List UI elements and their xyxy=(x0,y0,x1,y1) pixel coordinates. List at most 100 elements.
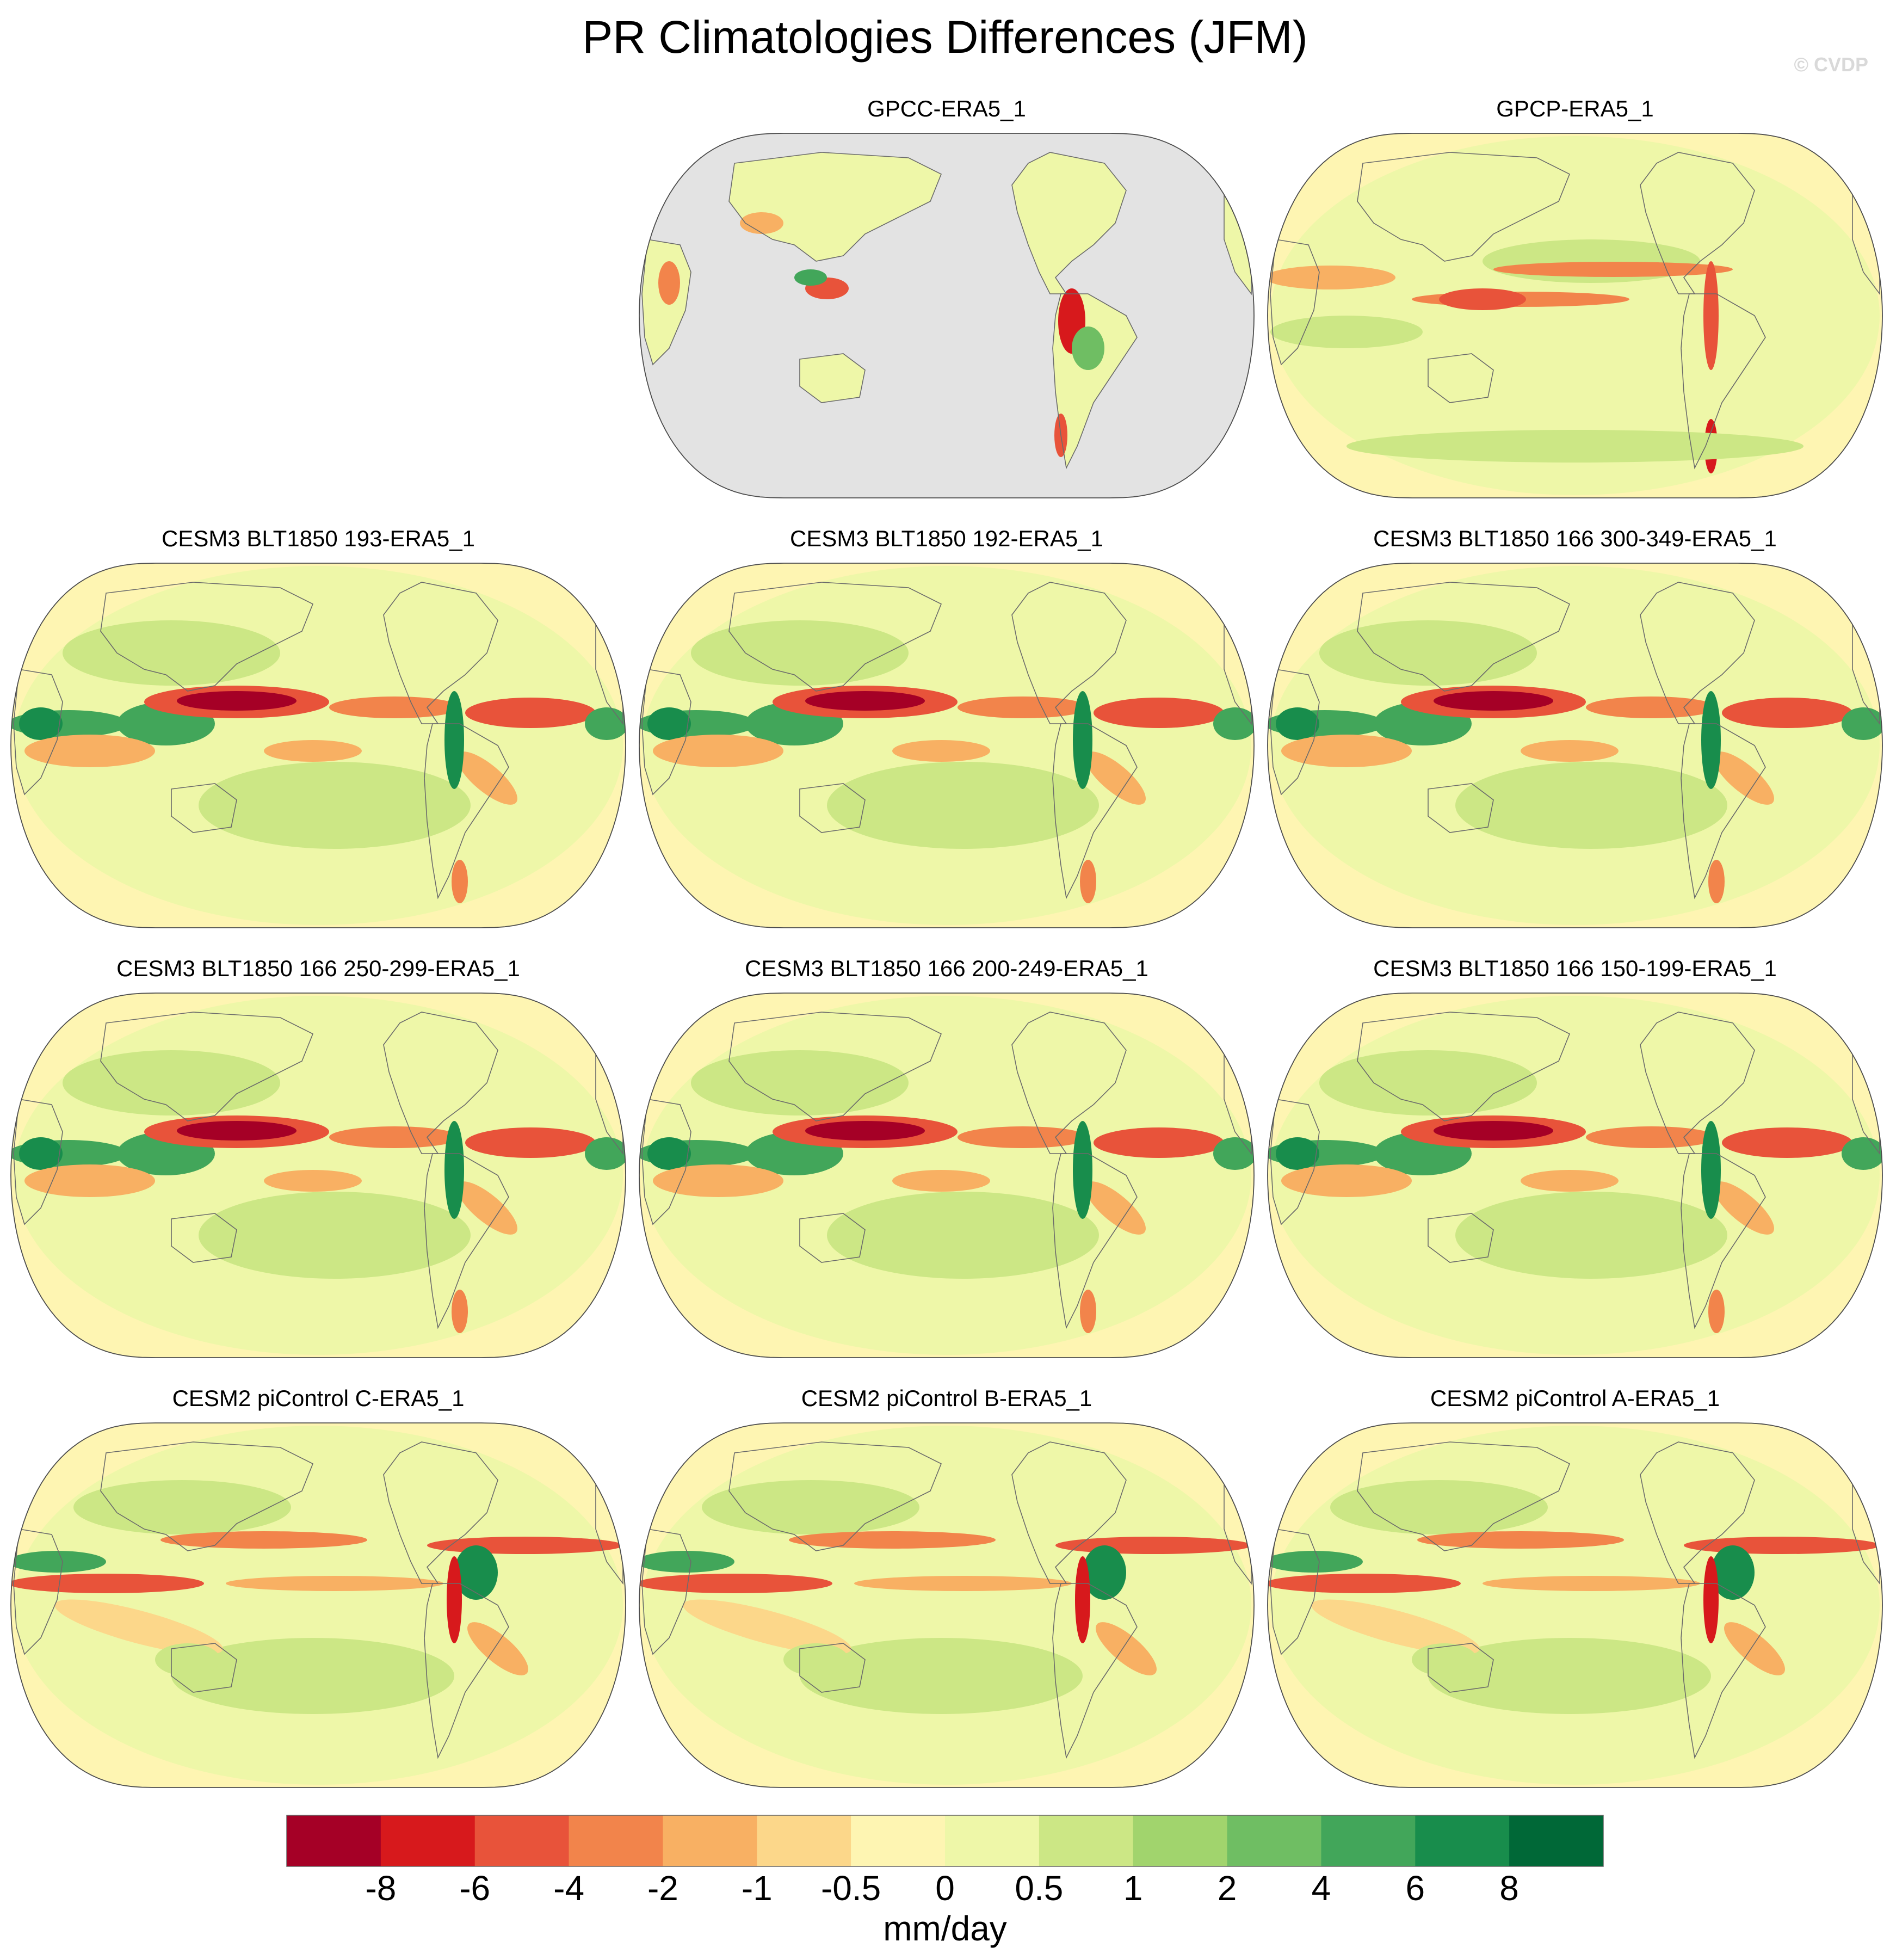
wp-itcz-strong-neg xyxy=(805,691,925,711)
cvdp-credit: © CVDP xyxy=(1794,53,1868,76)
atl-east-pos xyxy=(1842,707,1882,740)
land-field-asia xyxy=(729,152,941,261)
precip-field xyxy=(639,566,1254,925)
coastline-africa xyxy=(641,1099,691,1225)
panel-title: CESM3 BLT1850 166 200-249-ERA5_1 xyxy=(745,956,1148,981)
coastline-americas-south xyxy=(424,723,509,899)
coastline-africa xyxy=(13,669,63,796)
map-panel: GPCP-ERA5_1 xyxy=(1265,93,1885,501)
wp-itcz-strong-neg xyxy=(805,1121,925,1141)
io-neg xyxy=(1268,266,1395,289)
robinson-map xyxy=(10,993,626,1358)
sio-neg xyxy=(24,1164,155,1197)
coastline-asia xyxy=(100,1012,314,1121)
ep-itcz-neg xyxy=(329,1126,460,1148)
atl-itcz-neg xyxy=(1094,1127,1224,1158)
panel-title: CESM3 BLT1850 166 250-299-ERA5_1 xyxy=(116,956,520,981)
coastline-americas-south xyxy=(1052,293,1138,470)
coastline-africa xyxy=(1270,239,1320,366)
spac-neg xyxy=(1521,1170,1619,1192)
atl-itcz-neg xyxy=(465,698,596,728)
panel-title: GPCP-ERA5_1 xyxy=(1496,96,1654,121)
coastline-americas-north xyxy=(1011,1012,1127,1154)
colorbar-bin xyxy=(1415,1815,1510,1866)
atl-east-pos xyxy=(1213,1137,1254,1170)
robinson-map xyxy=(1267,1422,1883,1788)
andes-pos xyxy=(1073,691,1092,789)
australia-pos xyxy=(783,1643,849,1676)
map-panel: CESM3 BLT1850 193-ERA5_1 xyxy=(8,522,628,930)
satl-neg xyxy=(1724,1622,1785,1675)
io-pos xyxy=(11,1551,106,1573)
map-panel: CESM3 BLT1850 166 250-299-ERA5_1 xyxy=(8,952,628,1360)
robinson-map xyxy=(1267,133,1883,498)
map-panel: CESM3 BLT1850 166 150-199-ERA5_1 xyxy=(1265,952,1885,1360)
spcz-neg xyxy=(1483,1576,1700,1591)
chile-neg xyxy=(452,860,468,903)
sio-neg xyxy=(54,1599,223,1655)
coastline-americas-south xyxy=(1681,293,1766,470)
coastline-africa xyxy=(1270,1099,1320,1225)
coastline-australia xyxy=(799,1643,866,1693)
andes-neg xyxy=(1703,261,1719,370)
precip-field xyxy=(11,996,626,1355)
coastline-americas-north xyxy=(383,1012,498,1154)
satl-neg xyxy=(1085,1181,1146,1235)
andes-pos xyxy=(1073,1121,1092,1219)
spac-pos xyxy=(1455,1192,1727,1279)
coastline-americas-north xyxy=(1640,582,1755,724)
andes-neg xyxy=(447,1556,462,1643)
andes-neg xyxy=(1075,1556,1090,1643)
sio-pos xyxy=(1270,316,1423,348)
coastline-africa xyxy=(13,1528,63,1655)
colorbar-tick-label: -8 xyxy=(365,1869,397,1908)
map-panel: CESM3 BLT1850 166 300-349-ERA5_1 xyxy=(1265,522,1885,930)
robinson-map xyxy=(639,993,1255,1358)
precip-field xyxy=(1268,996,1882,1355)
map-border xyxy=(10,1422,626,1788)
coastline-africa xyxy=(1270,1528,1320,1655)
n-itcz-neg xyxy=(1417,1531,1624,1549)
atl-east-pos xyxy=(585,707,626,740)
coastline-americas-south xyxy=(1681,1583,1766,1759)
spac-pos xyxy=(1455,762,1727,849)
coastline-americas-south xyxy=(1052,1153,1138,1329)
colorbar-bin xyxy=(851,1815,946,1866)
australia-pos xyxy=(155,1643,220,1676)
coastline-americas-north xyxy=(383,582,498,724)
coastline-americas-south xyxy=(424,1583,509,1759)
colorbar-bin xyxy=(1227,1815,1321,1866)
colorbar-tick-label: -1 xyxy=(741,1869,773,1908)
colorbar-bin xyxy=(1039,1815,1134,1866)
spac-neg xyxy=(892,740,990,762)
ep-itcz-neg xyxy=(1586,697,1716,718)
coastlines xyxy=(641,1012,1252,1329)
npac-pos xyxy=(63,620,280,686)
satl-neg xyxy=(1096,1622,1157,1675)
coastline-asia xyxy=(1357,1012,1571,1121)
map-border xyxy=(10,563,626,928)
spac-pos xyxy=(827,762,1099,849)
precip-field xyxy=(1268,566,1882,925)
chile-neg xyxy=(1080,1290,1096,1333)
colorbar-tick-label: 6 xyxy=(1405,1869,1425,1908)
colorbar-bin xyxy=(757,1815,851,1866)
atl-itcz-neg xyxy=(1722,698,1852,728)
robinson-map xyxy=(639,563,1255,928)
coastline-africa xyxy=(641,1528,691,1655)
coastline-africa xyxy=(13,1099,63,1225)
colorbar-tick-label: -4 xyxy=(553,1869,585,1908)
coastline-asia xyxy=(728,582,942,692)
npac-pos xyxy=(63,1050,280,1115)
coastline-africa xyxy=(1270,669,1320,796)
coastline-asia xyxy=(1357,582,1571,692)
coastline-australia xyxy=(799,353,866,403)
io-strong-pos xyxy=(19,1137,63,1170)
panel-title: CESM3 BLT1850 192-ERA5_1 xyxy=(790,526,1103,551)
itcz-neg xyxy=(1493,262,1733,277)
spcz-neg xyxy=(854,1576,1072,1591)
coastline-americas-south xyxy=(1052,723,1138,899)
coastline-africa xyxy=(641,239,691,366)
coastlines xyxy=(13,1441,623,1759)
atl-n-neg xyxy=(427,1537,623,1554)
